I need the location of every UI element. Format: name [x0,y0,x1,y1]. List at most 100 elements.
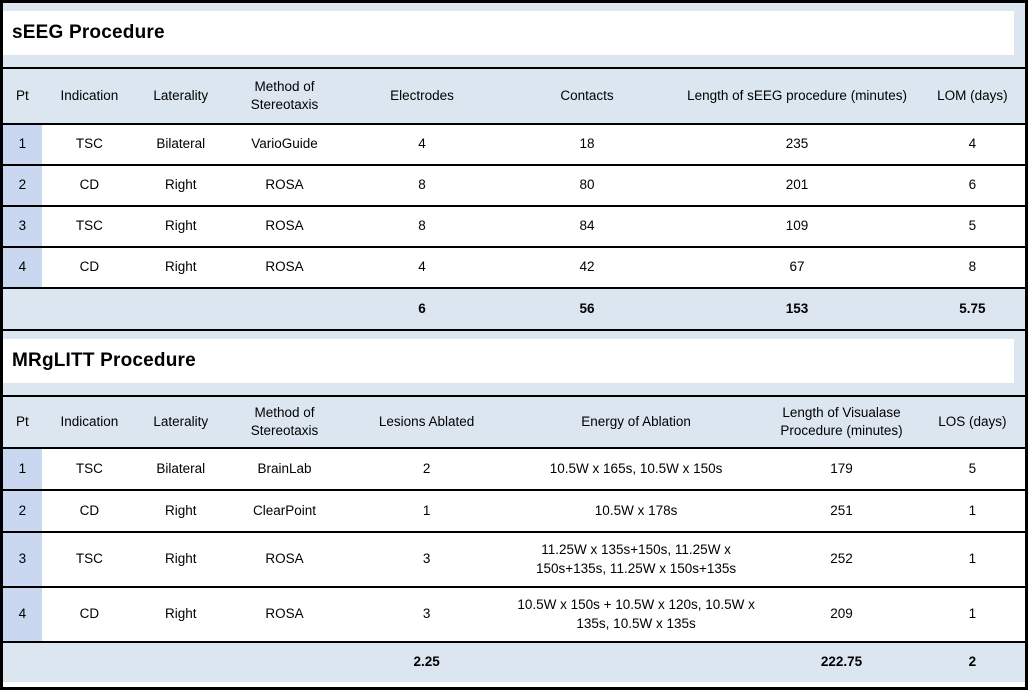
pt-cell: 4 [3,587,42,642]
cell-method: ROSA [265,218,304,234]
cell-laterality: Right [165,606,197,622]
header-cell-pt: Pt [16,87,29,103]
seeg-summary-row: 6 56 153 5.75 [3,288,1025,329]
cell-los: 5 [968,460,977,476]
header-cell-electrodes: Electrodes [390,87,454,103]
seeg-title-band: sEEG Procedure [3,11,1014,55]
cell-length: 179 [830,460,853,476]
table-row: 2 CD Right ROSA 8 80 201 6 [3,165,1025,206]
cell-electrodes: 8 [418,218,426,234]
seeg-title: sEEG Procedure [12,22,165,43]
cell-method: ROSA [265,177,304,193]
cell-laterality: Bilateral [156,136,206,152]
summary-cell-lom: 5.75 [959,300,986,316]
pt-cell: 3 [3,532,42,587]
cell-electrodes: 4 [418,259,426,275]
header-cell-contacts: Contacts [560,87,614,103]
summary-cell [3,642,42,682]
cell-method: ClearPoint [253,502,317,518]
cell-indication: TSC [75,136,103,152]
cell-lesions: 3 [422,606,431,622]
cell-contacts: 18 [579,136,595,152]
summary-cell [42,642,137,682]
header-cell-los: LOS (days) [938,413,1007,429]
mrglitt-summary-row: 2.25 222.75 2 [3,642,1025,682]
cell-lom: 8 [968,259,977,275]
cell-lesions: 1 [422,502,431,518]
summary-cell-length: 222.75 [820,654,863,670]
cell-indication: TSC [75,551,103,567]
cell-electrodes: 8 [418,177,426,193]
cell-laterality: Right [165,551,197,567]
cell-method: ROSA [265,259,304,275]
header-cell-length: Length of Visualase Procedure (minutes) [780,404,903,438]
header-cell-lom: LOM (days) [937,87,1008,103]
cell-lom: 5 [968,218,977,234]
cell-los: 1 [968,551,977,567]
mrglitt-title-section: MRgLITT Procedure [3,329,1025,395]
cell-contacts: 84 [579,218,595,234]
header-cell-length: Length of sEEG procedure (minutes) [687,87,907,103]
table-row: 3 TSC Right ROSA 3 11.25W x 135s+150s, 1… [3,532,1025,587]
pt-cell: 1 [3,448,42,490]
cell-contacts: 42 [579,259,595,275]
pt-cell: 1 [3,124,42,165]
summary-cell-energy [509,642,763,682]
cell-electrodes: 4 [418,136,426,152]
cell-method: BrainLab [257,460,312,476]
cell-energy: 10.5W x 150s + 10.5W x 120s, 10.5W x 135… [517,597,755,631]
pt-cell: 4 [3,247,42,288]
header-cell-laterality: Laterality [153,413,209,429]
seeg-title-section: sEEG Procedure [3,3,1025,67]
summary-cell [225,642,345,682]
table-row: 1 TSC Bilateral VarioGuide 4 18 235 4 [3,124,1025,165]
cell-laterality: Right [165,177,197,193]
summary-cell-electrodes: 6 [418,300,426,316]
cell-length: 251 [830,502,853,518]
pt-cell: 2 [3,490,42,532]
summary-cell-lesions: 2.25 [413,654,440,670]
summary-cell [137,288,225,329]
cell-laterality: Bilateral [156,460,206,476]
summary-cell [42,288,137,329]
seeg-table: Pt Indication Laterality Method of Stere… [3,67,1025,329]
cell-energy: 10.5W x 178s [594,502,678,518]
cell-los: 1 [968,502,977,518]
header-cell-indication: Indication [60,87,119,103]
cell-indication: TSC [75,218,103,234]
header-cell-method: Method of Stereotaxis [250,404,319,438]
cell-lom: 4 [968,136,977,152]
summary-cell-length: 153 [785,300,809,316]
cell-indication: CD [79,259,100,275]
table-row: 4 CD Right ROSA 3 10.5W x 150s + 10.5W x… [3,587,1025,642]
cell-energy: 10.5W x 165s, 10.5W x 150s [549,460,723,476]
cell-indication: CD [79,606,100,622]
summary-cell [137,642,225,682]
pt-cell: 2 [3,165,42,206]
mrglitt-table: Pt Indication Laterality Method of Stere… [3,395,1025,682]
table-row: 4 CD Right ROSA 4 42 67 8 [3,247,1025,288]
table-row: 3 TSC Right ROSA 8 84 109 5 [3,206,1025,247]
cell-contacts: 80 [579,177,595,193]
cell-length: 109 [785,218,809,234]
cell-length: 201 [785,177,809,193]
cell-lom: 6 [968,177,977,193]
cell-method: ROSA [265,606,304,622]
summary-cell-contacts: 56 [579,300,595,316]
mrglitt-title: MRgLITT Procedure [12,350,196,371]
cell-length: 235 [785,136,809,152]
summary-cell [3,288,42,329]
cell-indication: CD [79,502,100,518]
cell-lesions: 2 [422,460,431,476]
cell-laterality: Right [165,502,197,518]
mrglitt-header-row: Pt Indication Laterality Method of Stere… [3,396,1025,448]
cell-indication: CD [79,177,100,193]
summary-cell [225,288,345,329]
summary-cell-los: 2 [968,654,977,670]
seeg-header-row: Pt Indication Laterality Method of Stere… [3,68,1025,124]
header-cell-method: Method of Stereotaxis [250,78,319,112]
cell-length: 209 [830,606,853,622]
cell-method: ROSA [265,551,304,567]
cell-method: VarioGuide [251,136,318,152]
